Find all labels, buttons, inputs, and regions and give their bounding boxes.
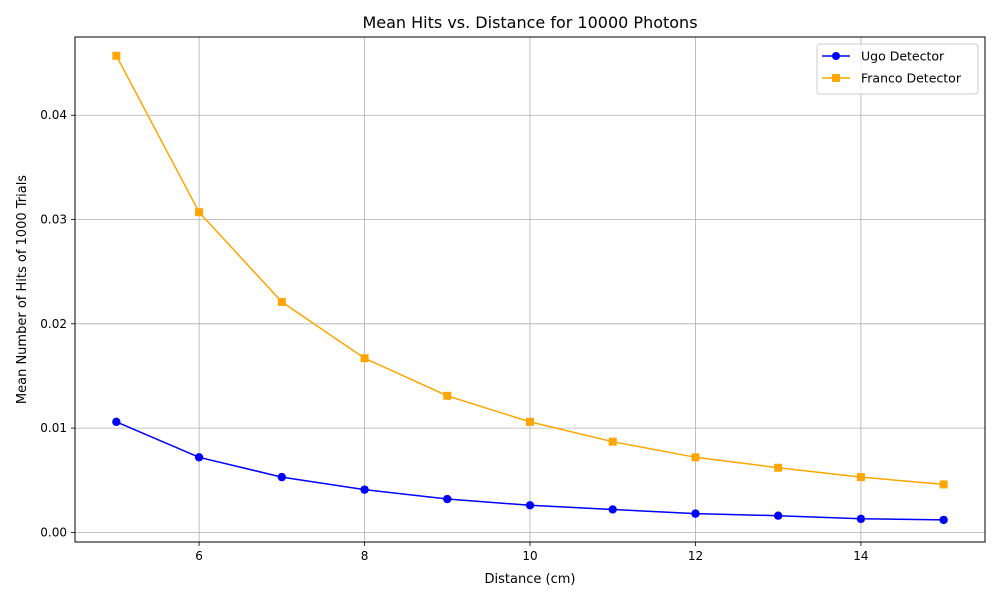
legend-entry-ugo: Ugo Detector [822, 49, 945, 64]
x-axis-label: Distance (cm) [485, 572, 576, 587]
series-layer [112, 51, 948, 525]
data-point-franco-detector [360, 354, 369, 363]
legend-label-ugo: Ugo Detector [861, 49, 945, 64]
axis-ticks: 6 8 10 12 14 0.00 0.01 0.02 0.03 0.04 [40, 108, 868, 563]
legend: Ugo Detector Franco Detector [816, 43, 979, 95]
legend-marker-ugo [832, 52, 840, 60]
data-point-ugo-detector [360, 485, 369, 494]
data-point-ugo-detector [194, 453, 204, 462]
x-tick-label: 6 [195, 549, 203, 563]
data-point-franco-detector [856, 473, 865, 482]
data-point-franco-detector [277, 297, 286, 306]
data-point-franco-detector [608, 437, 617, 446]
x-tick-label: 10 [522, 549, 537, 563]
data-point-ugo-detector [525, 501, 535, 510]
grid [75, 37, 985, 542]
legend-entry-franco: Franco Detector [822, 71, 962, 86]
data-point-ugo-detector [608, 505, 617, 514]
y-tick-label: 0.03 [40, 213, 67, 227]
data-point-ugo-detector [443, 494, 452, 504]
data-point-ugo-detector [773, 511, 783, 520]
data-point-ugo-detector [856, 514, 866, 524]
y-tick-label: 0.04 [40, 108, 67, 122]
y-tick-label: 0.02 [40, 317, 67, 331]
data-point-franco-detector [112, 51, 121, 60]
chart-title: Mean Hits vs. Distance for 10000 Photons [362, 13, 697, 32]
data-point-ugo-detector [277, 472, 287, 482]
x-tick-label: 12 [688, 549, 703, 563]
legend-box [816, 43, 979, 95]
data-point-ugo-detector [939, 515, 948, 525]
y-tick-label: 0.01 [40, 421, 67, 435]
x-tick-label: 14 [853, 549, 868, 563]
legend-label-franco: Franco Detector [861, 71, 962, 86]
data-point-ugo-detector [112, 417, 121, 427]
x-tick-label: 8 [361, 549, 369, 563]
data-point-franco-detector [691, 453, 700, 462]
data-point-ugo-detector [691, 509, 700, 518]
data-point-franco-detector [774, 463, 783, 472]
data-point-franco-detector [526, 417, 534, 426]
data-point-franco-detector [939, 480, 948, 489]
legend-marker-franco [832, 74, 840, 82]
y-tick-label: 0.00 [40, 525, 67, 539]
data-point-franco-detector [195, 208, 204, 217]
y-axis-label: Mean Number of Hits of 1000 Trials [15, 175, 30, 404]
data-point-franco-detector [443, 391, 452, 400]
